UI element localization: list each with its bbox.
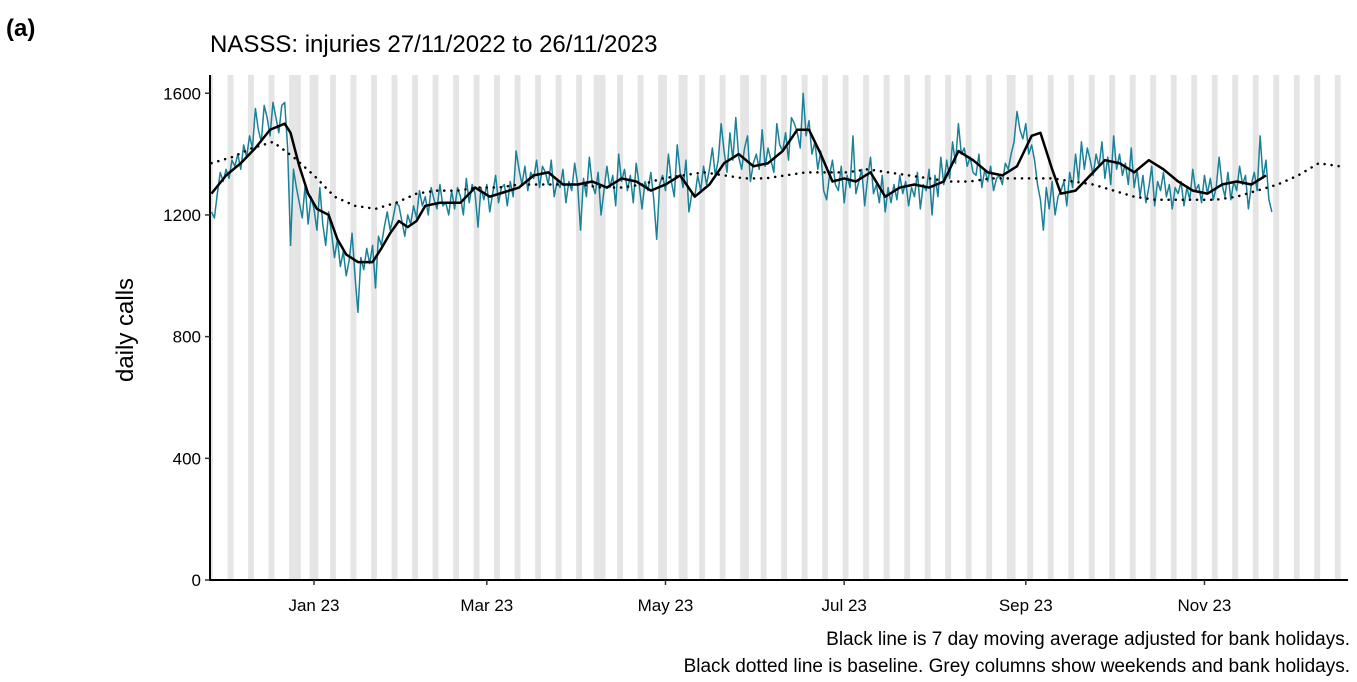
shaded-column bbox=[1273, 75, 1280, 580]
shaded-column bbox=[593, 75, 606, 580]
shaded-column bbox=[924, 75, 931, 580]
plot-lines bbox=[210, 92, 1341, 314]
shaded-column bbox=[883, 75, 890, 580]
shaded-column bbox=[371, 75, 377, 580]
panel-label: (a) bbox=[6, 15, 35, 42]
axes: 0 400 800 1200 1600 Jan 23 Mar 23 May 23 Jul 23 S… bbox=[163, 75, 1348, 615]
shaded-column bbox=[1109, 75, 1116, 580]
shaded-column bbox=[412, 75, 418, 580]
y-tick-label: 0 bbox=[192, 571, 201, 590]
shaded-column bbox=[248, 75, 254, 580]
shaded-column bbox=[576, 75, 583, 580]
shaded-column bbox=[473, 75, 480, 580]
shaded-column bbox=[1170, 75, 1177, 580]
shaded-column bbox=[822, 75, 829, 580]
y-tick-label: 800 bbox=[173, 328, 201, 347]
shaded-column bbox=[227, 75, 234, 580]
shaded-column bbox=[945, 75, 952, 580]
shaded-column bbox=[699, 75, 706, 580]
shaded-column bbox=[1047, 75, 1054, 580]
shaded-column bbox=[1191, 75, 1198, 580]
shaded-column bbox=[617, 75, 624, 580]
shaded-column bbox=[1027, 75, 1034, 580]
x-tick-label: Jan 23 bbox=[288, 596, 339, 615]
shaded-column bbox=[719, 75, 726, 580]
shaded-column bbox=[1232, 75, 1239, 580]
series-line bbox=[210, 140, 1341, 211]
shaded-column bbox=[1293, 75, 1300, 580]
y-tick-label: 1600 bbox=[163, 84, 201, 103]
shaded-column bbox=[268, 75, 275, 580]
caption: Black dotted line is baseline. Grey colu… bbox=[684, 656, 1350, 677]
shaded-column bbox=[801, 75, 808, 580]
shaded-columns bbox=[210, 75, 1341, 580]
shaded-column bbox=[1252, 75, 1259, 580]
shaded-column bbox=[453, 75, 459, 580]
shaded-column bbox=[1211, 75, 1218, 580]
shaded-column bbox=[1006, 75, 1016, 580]
y-tick-label: 1200 bbox=[163, 206, 201, 225]
shaded-column bbox=[842, 75, 849, 580]
caption: Black line is 7 day moving average adjus… bbox=[826, 629, 1350, 650]
chart-title: NASSS: injuries 27/11/2022 to 26/11/2023 bbox=[210, 31, 657, 58]
shaded-column bbox=[432, 75, 439, 580]
shaded-column bbox=[1314, 75, 1321, 580]
shaded-column bbox=[1129, 75, 1136, 580]
x-tick-label: Nov 23 bbox=[1178, 596, 1232, 615]
shaded-column bbox=[555, 75, 562, 580]
y-axis-label: daily calls bbox=[112, 278, 139, 382]
series-line bbox=[210, 122, 1267, 264]
shaded-column bbox=[391, 75, 398, 580]
shaded-column bbox=[658, 75, 667, 580]
shaded-column bbox=[309, 75, 319, 580]
shaded-column bbox=[330, 75, 336, 580]
shaded-column bbox=[760, 75, 767, 580]
y-tick-label: 400 bbox=[173, 449, 201, 468]
shaded-column bbox=[494, 75, 500, 580]
x-tick-label: Mar 23 bbox=[460, 596, 513, 615]
shaded-column bbox=[637, 75, 644, 580]
shaded-column bbox=[514, 75, 521, 580]
x-tick-label: Sep 23 bbox=[999, 596, 1053, 615]
shaded-column bbox=[1088, 75, 1095, 580]
shaded-column bbox=[210, 75, 213, 580]
shaded-column bbox=[965, 75, 972, 580]
shaded-column bbox=[1068, 75, 1075, 580]
shaded-column bbox=[678, 75, 688, 580]
x-tick-label: Jul 23 bbox=[821, 596, 866, 615]
shaded-column bbox=[350, 75, 357, 580]
shaded-column bbox=[535, 75, 542, 580]
shaded-column bbox=[904, 75, 911, 580]
shaded-column bbox=[1334, 75, 1341, 580]
series-line bbox=[210, 92, 1273, 314]
shaded-column bbox=[986, 75, 993, 580]
shaded-column bbox=[781, 75, 788, 580]
shaded-column bbox=[289, 75, 301, 580]
x-tick-label: May 23 bbox=[638, 596, 694, 615]
shaded-column bbox=[1150, 75, 1157, 580]
shaded-column bbox=[863, 75, 870, 580]
shaded-column bbox=[740, 75, 749, 580]
